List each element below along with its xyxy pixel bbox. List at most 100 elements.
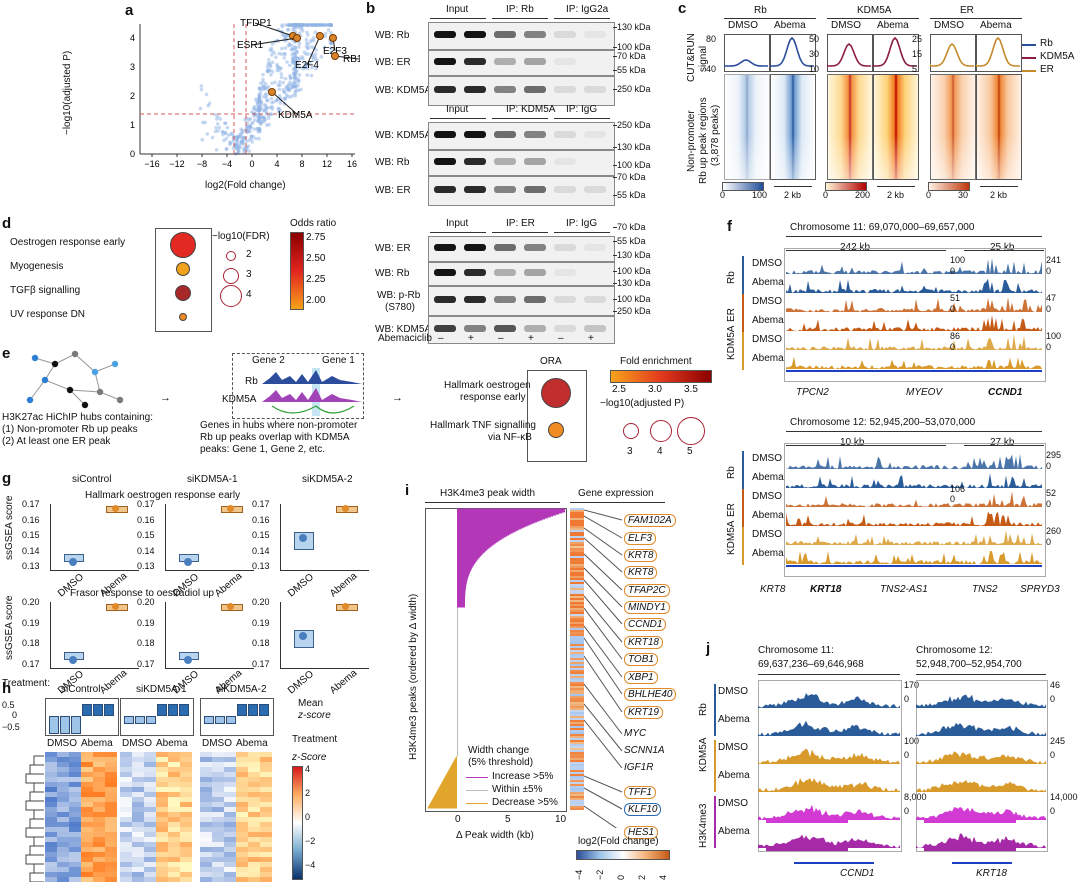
zscore-heatmap xyxy=(45,752,117,882)
kda-tick xyxy=(613,165,617,166)
track-cond: DMSO xyxy=(752,334,782,345)
schematic-kdm5a: KDM5A xyxy=(222,394,257,405)
legend-line xyxy=(466,777,488,778)
h-xcat: Abema xyxy=(236,738,268,749)
row-label-2: Rb up peak regions xyxy=(698,97,709,184)
gene-label: KRT8 xyxy=(624,566,658,579)
j-signal xyxy=(916,833,1046,848)
ytick: 0.13 xyxy=(137,561,155,571)
ytick: 0.20 xyxy=(137,597,155,607)
j-scale-bottom: 0 xyxy=(904,806,910,816)
blot-band xyxy=(494,86,516,93)
size-legend-circle xyxy=(226,251,236,261)
blot-band xyxy=(584,186,606,193)
blot-band xyxy=(434,269,456,276)
axes xyxy=(50,602,139,669)
j-cond: DMSO xyxy=(718,742,748,753)
profile-ytick: 15 xyxy=(912,49,923,59)
xcat-abema: Abema xyxy=(328,570,360,600)
blot-band xyxy=(584,244,606,251)
ora-frame xyxy=(527,370,587,462)
blot-strip xyxy=(428,122,615,150)
j-signal xyxy=(916,751,1046,764)
track-cond: Abema xyxy=(752,472,784,483)
fc-title: log2(Fold change) xyxy=(578,836,659,847)
heatmap-sub: Abema xyxy=(774,20,806,31)
blot-band xyxy=(524,296,546,303)
colorbar-min: 0 xyxy=(926,190,932,200)
j-group-bar xyxy=(714,684,716,736)
kda-marker: 55 kDa xyxy=(617,65,646,75)
dmso-dot xyxy=(69,656,77,664)
blot-band xyxy=(434,325,456,332)
col-underline xyxy=(724,18,816,19)
mean-frame xyxy=(200,698,274,736)
scale-top: 86 xyxy=(950,331,961,341)
legend-item: Increase >5% xyxy=(492,771,554,782)
h-xcat: DMSO xyxy=(47,738,77,749)
colorbar-min: 0 xyxy=(720,190,726,200)
kda-tick xyxy=(613,299,617,300)
mean-bar xyxy=(93,704,103,716)
group-bar xyxy=(742,527,744,565)
span-arrow-b xyxy=(964,250,1044,251)
term-dot xyxy=(175,285,191,301)
heatmap-block xyxy=(930,74,976,180)
kda-tick xyxy=(613,195,617,196)
blot-column-head: Input xyxy=(446,218,469,229)
blot-band xyxy=(554,186,576,193)
cutrun-ylabel: CUT&RUN xyxy=(686,33,697,82)
ora-title: ORA xyxy=(540,356,562,367)
colorbar-max: 200 xyxy=(855,190,871,200)
ora-dot-1 xyxy=(541,378,571,408)
kda-marker: 130 kDa xyxy=(617,142,651,152)
mean-bar xyxy=(215,716,225,724)
blot-band xyxy=(554,269,576,276)
j-cond: DMSO xyxy=(718,798,748,809)
track-cond: DMSO xyxy=(752,529,782,540)
legend-line xyxy=(466,790,488,791)
kda-marker: 70 kDa xyxy=(617,222,646,232)
kda-marker: 100 kDa xyxy=(617,266,651,276)
z-title: z-Score xyxy=(292,752,327,763)
track-cond: DMSO xyxy=(752,296,782,307)
axes xyxy=(50,504,139,571)
heatmap-block xyxy=(976,74,1022,180)
treat-sign: + xyxy=(528,333,534,344)
kda-marker: 130 kDa xyxy=(617,278,651,288)
kb-arrow xyxy=(877,186,915,187)
ytick: 0.13 xyxy=(252,561,270,571)
track-cond: Abema xyxy=(752,353,784,364)
gene-expr-title: Gene expression xyxy=(578,488,654,499)
kda-tick xyxy=(613,271,617,272)
heatmap-block xyxy=(827,74,873,180)
svg-text:2: 2 xyxy=(130,91,135,101)
kda-tick xyxy=(613,27,617,28)
blot-band xyxy=(464,58,486,65)
ora-term: via NF-κB xyxy=(488,432,532,443)
heatmap-block xyxy=(873,74,919,180)
panel-c-letter: c xyxy=(678,0,687,17)
scale-top: 51 xyxy=(950,293,961,303)
mean-bar xyxy=(146,716,156,724)
blot-band xyxy=(494,186,516,193)
blot-band xyxy=(524,31,546,38)
svg-text:TFDP1: TFDP1 xyxy=(240,18,272,29)
ytick: 0.17 xyxy=(252,499,270,509)
kda-tick xyxy=(613,147,617,148)
fe-value: 3.5 xyxy=(684,384,698,395)
legend-label: Rb xyxy=(1040,38,1053,49)
j-frame xyxy=(916,680,1048,852)
scale-top-b: 52 xyxy=(1046,488,1057,498)
width-ylabel: H3K4me3 peaks (ordered by Δ width) xyxy=(408,593,419,760)
group-bar xyxy=(742,294,744,332)
j-signal xyxy=(758,777,900,792)
hub-text: H3K27ac HiChIP hubs containing: xyxy=(2,412,154,423)
j-scale-top: 46 xyxy=(1050,680,1061,690)
blot-band xyxy=(584,86,606,93)
blot-row-label: WB: ER xyxy=(375,243,411,254)
heatmap-fade xyxy=(725,135,769,179)
h3k4me3-bar xyxy=(924,846,1016,851)
gene-label: MYC xyxy=(624,728,647,739)
adjp-circle xyxy=(677,417,705,445)
